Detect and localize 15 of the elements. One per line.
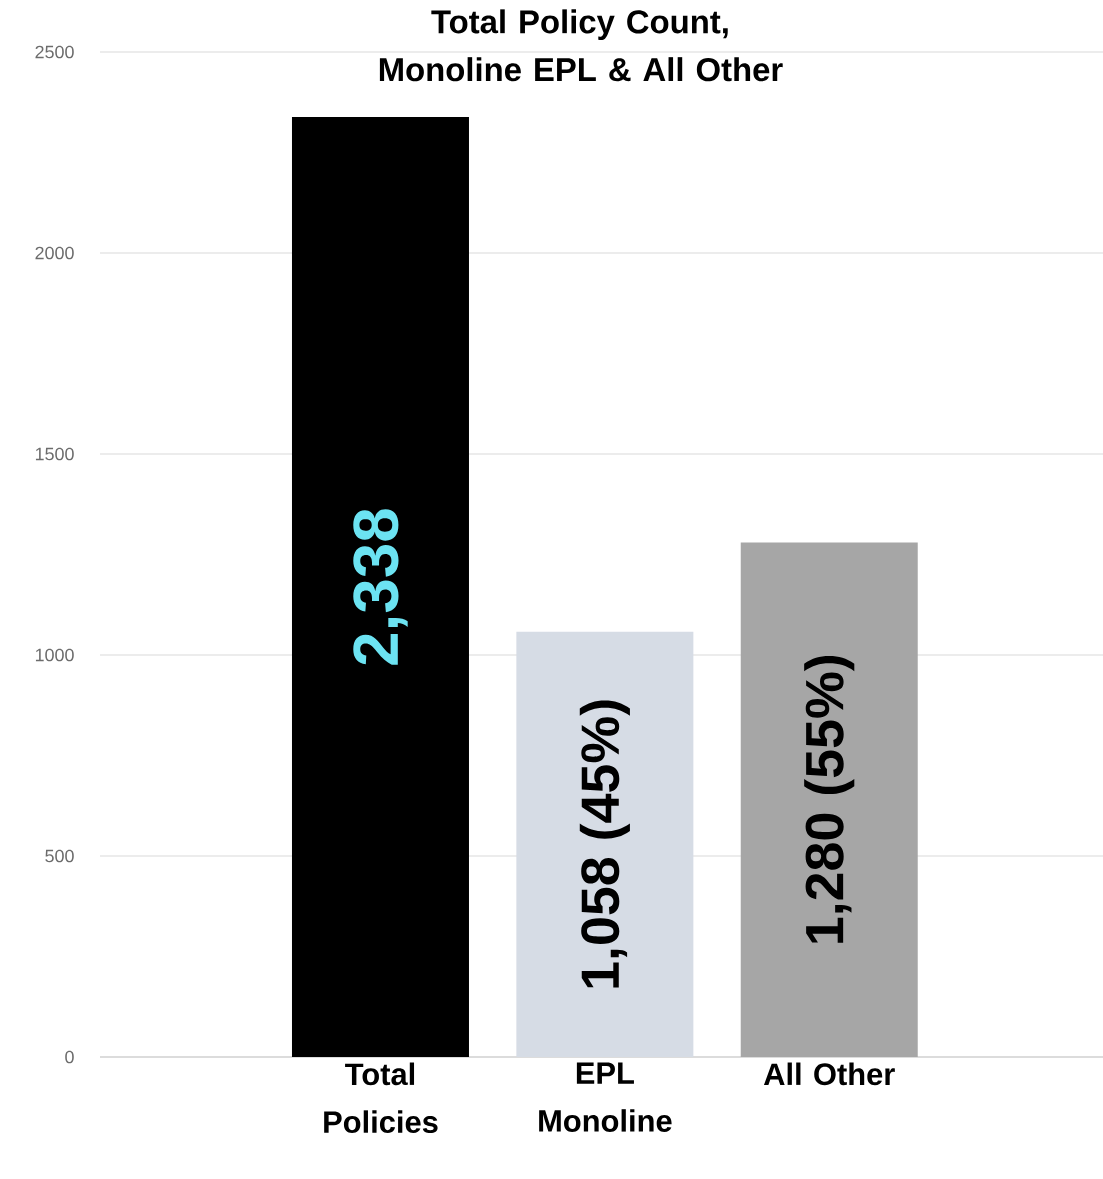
y-tick-label: 500 [45,849,74,863]
chart-title: Total Policy Count, Monoline EPL & All Other [379,9,783,82]
data-label: 1,280 (55%) [804,655,855,943]
x-tick-label: All Other [763,1062,895,1086]
y-tick-label: 1500 [35,447,74,461]
y-tick-label: 2500 [35,45,74,59]
x-tick-label: EPL Monoline [539,1062,672,1132]
data-label: 2,338 [353,509,408,665]
data-label: 1,058 (45%) [579,700,630,988]
bar [740,542,918,1057]
y-tick-label: 1000 [35,648,74,662]
y-tick-label: 0 [65,1050,74,1064]
bar [291,117,469,1057]
y-tick-label: 2000 [35,246,74,260]
x-tick-label: Total Policies [324,1062,438,1134]
